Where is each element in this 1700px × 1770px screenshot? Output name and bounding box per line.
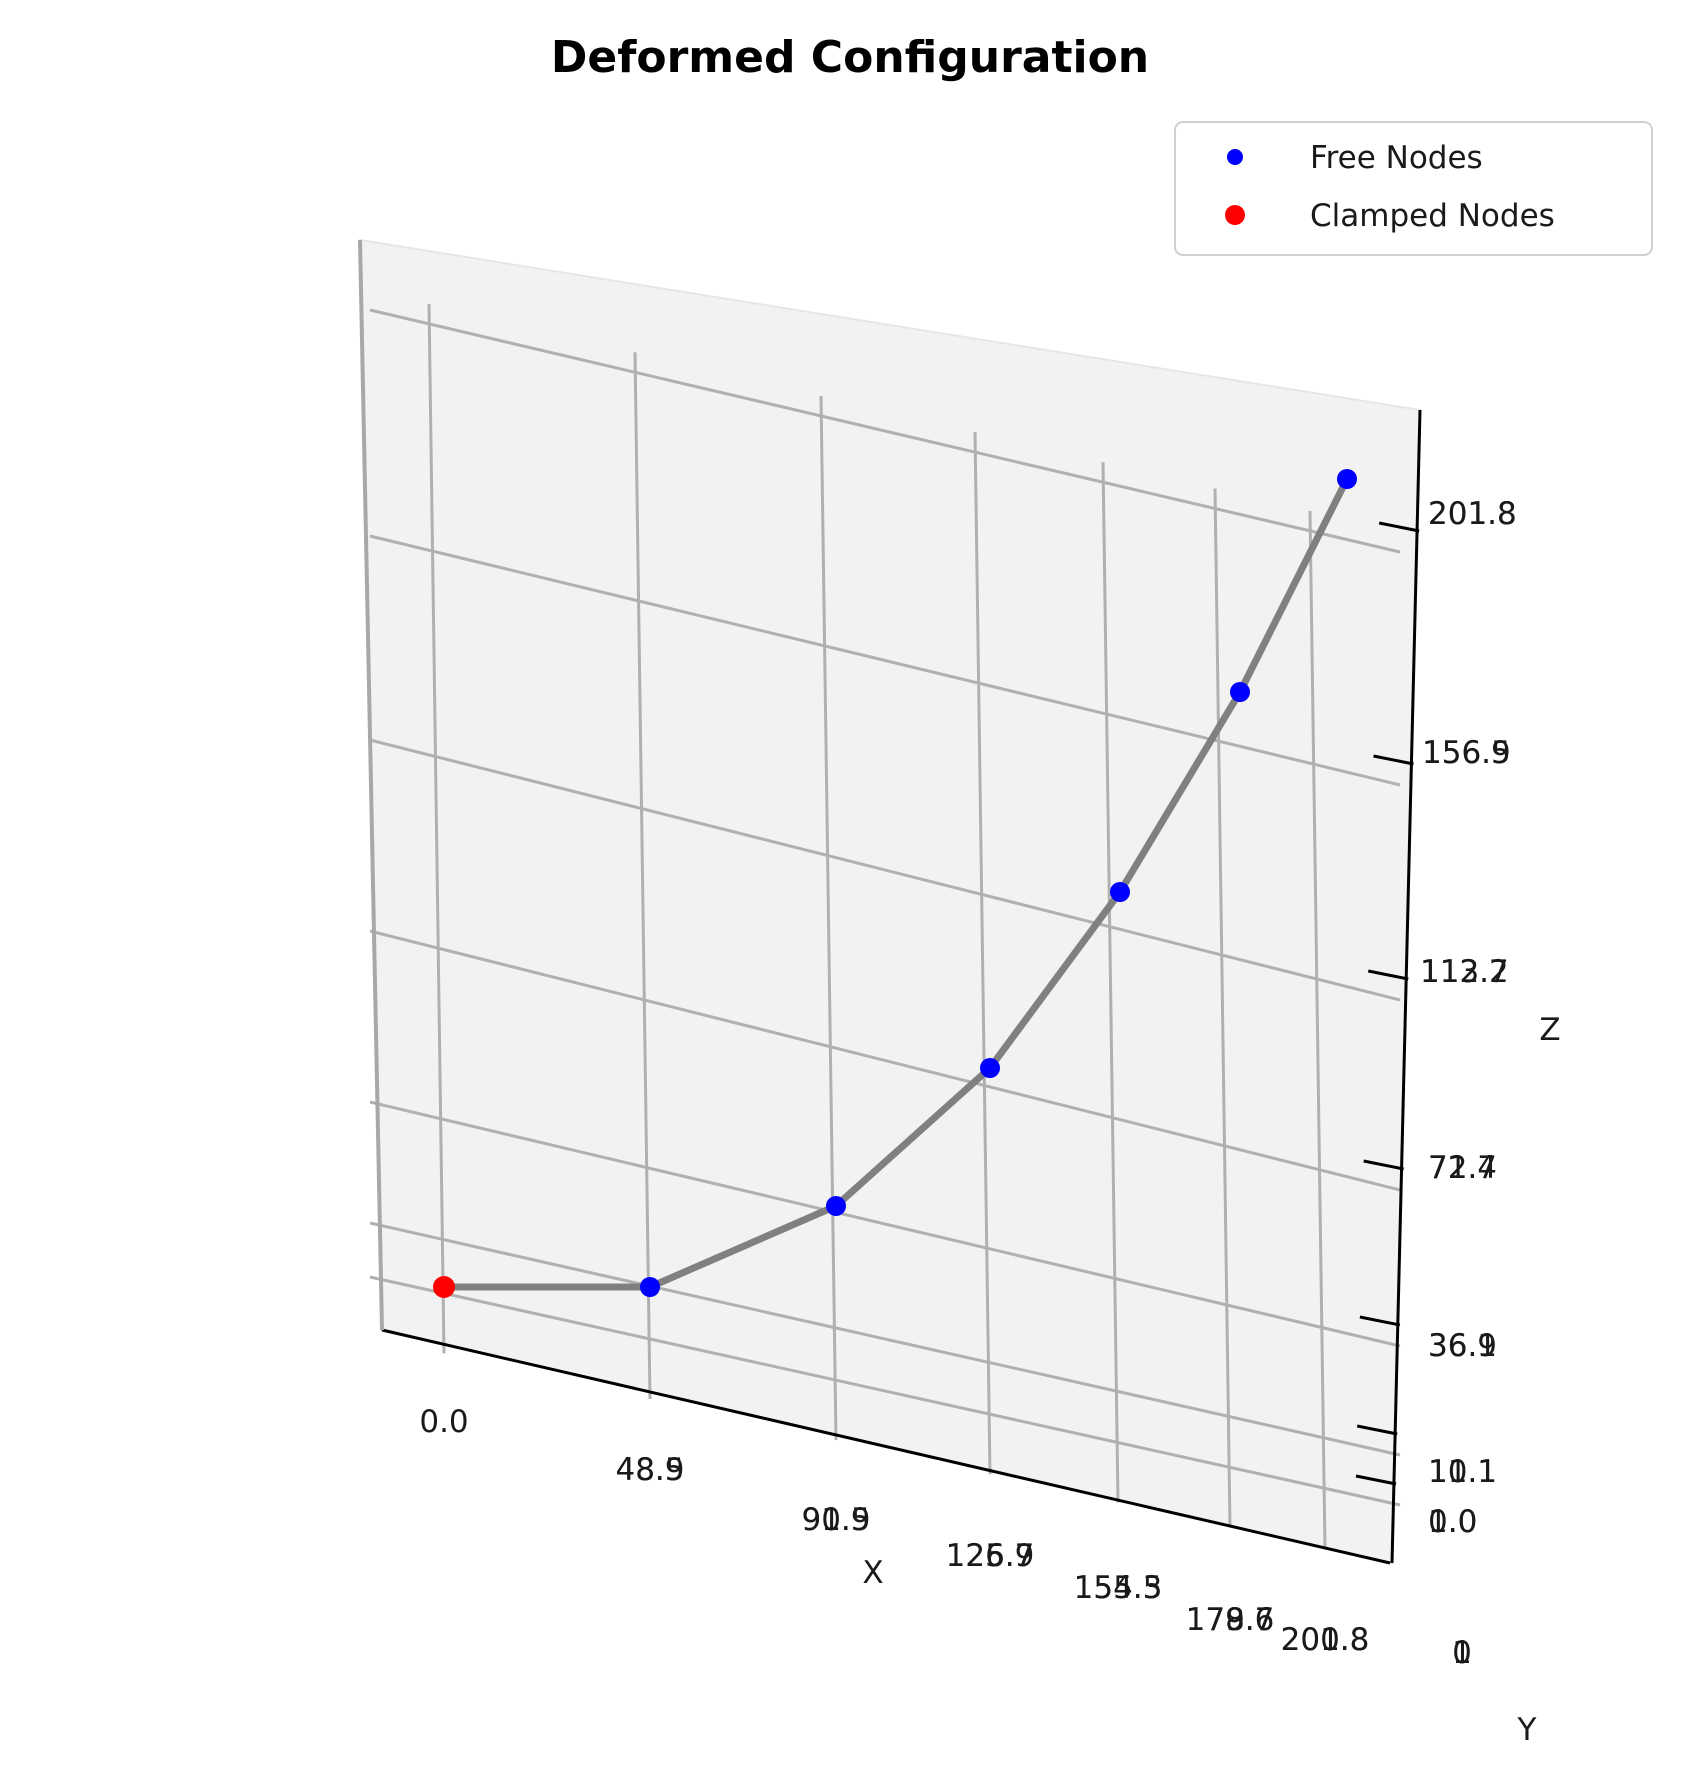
z-tick-label-0: 1.0 xyxy=(1428,1504,1477,1540)
legend-label-free: Free Nodes xyxy=(1310,140,1483,176)
z-axis-label: Z xyxy=(1539,1012,1560,1048)
z-tick-label-overlap-0: 0.0 xyxy=(1428,1504,1477,1540)
z-tick-label-2: 36.9 xyxy=(1428,1328,1497,1364)
gridline-x-0 xyxy=(427,303,446,1354)
x-tick-label-overlap-3: 125.9 xyxy=(946,1538,1035,1574)
grid xyxy=(369,303,1401,1549)
z-tick-label-overlap-1: 11.1 xyxy=(1428,1454,1497,1490)
z-axis-line xyxy=(1390,409,1422,1564)
z-tick-label-overlap-3: 72.4 xyxy=(1428,1150,1497,1186)
z-tick-label-overlap-2: 36.1 xyxy=(1428,1328,1497,1364)
z-tick-label-4: 113.7 xyxy=(1420,954,1509,990)
z-tick-label-overlap-5: 156.5 xyxy=(1422,735,1511,771)
gridline-x-6 xyxy=(1308,510,1327,1549)
x-tick-label-overlap-2: 91.5 xyxy=(801,1502,870,1538)
x-tick-label-overlap-6: 201.8 xyxy=(1281,1622,1370,1658)
x-tick-label-2: 90.9 xyxy=(801,1502,870,1538)
x-tick-label-5: 179.7 xyxy=(1186,1602,1275,1638)
x-tick-label-overlap-4: 155.5 xyxy=(1074,1570,1163,1606)
y-axis-label: Y xyxy=(1517,1712,1537,1748)
z-tick-label-overlap-6: 201.8 xyxy=(1428,496,1517,532)
gridline-z-1 xyxy=(369,1221,1401,1457)
x-tick-label-4: 154.3 xyxy=(1074,1570,1163,1606)
y-tick-label-0: 0 xyxy=(1452,1635,1472,1671)
z-tick-mark-1 xyxy=(1356,1424,1398,1436)
z-tick-label-6: 201.8 xyxy=(1428,496,1517,532)
clamped-node-0 xyxy=(433,1276,455,1298)
gridline-x-1 xyxy=(633,352,652,1400)
x-tick-label-6: 200.8 xyxy=(1281,1622,1370,1658)
x-tick-label-overlap-1: 48.9 xyxy=(615,1452,684,1488)
gridline-z-3 xyxy=(369,929,1401,1192)
data-points xyxy=(433,469,1357,1298)
free-node-2 xyxy=(980,1058,1000,1078)
gridline-x-5 xyxy=(1213,488,1232,1528)
z-tick-mark-0 xyxy=(1355,1474,1397,1486)
legend-box xyxy=(1174,121,1653,256)
x-tick-label-3: 126.7 xyxy=(946,1538,1035,1574)
legend-label-clamped: Clamped Nodes xyxy=(1310,198,1555,234)
axes xyxy=(358,239,1422,1565)
free-node-0 xyxy=(640,1277,660,1297)
x-axis-line xyxy=(381,1328,1391,1565)
z-tick-label-5: 156.9 xyxy=(1422,735,1511,771)
z-tick-label-overlap-4: 112.2 xyxy=(1420,954,1509,990)
x-tick-label-0: 0.0 xyxy=(419,1404,468,1440)
x-tick-label-overlap-5: 178.6 xyxy=(1186,1602,1275,1638)
legend-marker-clamped xyxy=(1225,205,1245,225)
legend-marker-free xyxy=(1227,149,1243,165)
gridline-z-0 xyxy=(369,1275,1401,1507)
z-tick-mark-3 xyxy=(1363,1159,1404,1171)
z-tick-label-1: 10.1 xyxy=(1428,1454,1497,1490)
gridline-x-4 xyxy=(1101,462,1120,1503)
pane-left-edge xyxy=(358,239,384,1331)
gridline-z-2 xyxy=(369,1100,1401,1348)
gridline-z-4 xyxy=(369,738,1401,1002)
x-axis-label: X xyxy=(862,1555,883,1591)
back-pane xyxy=(358,238,1422,1565)
chart-title: Deformed Configuration xyxy=(551,32,1149,83)
z-tick-mark-4 xyxy=(1367,969,1409,981)
free-node-5 xyxy=(1337,469,1357,489)
gridline-x-2 xyxy=(819,395,838,1441)
z-tick-label-3: 71.7 xyxy=(1428,1150,1497,1186)
x-tick-label-1: 48.5 xyxy=(615,1452,684,1488)
gridline-z-5 xyxy=(369,534,1401,787)
free-node-4 xyxy=(1230,682,1250,702)
gridline-x-3 xyxy=(973,432,992,1475)
free-node-3 xyxy=(1110,882,1130,902)
gridline-z-6 xyxy=(369,308,1401,554)
z-tick-mark-6 xyxy=(1378,521,1420,533)
y-tick-label-1: 1 xyxy=(1452,1635,1472,1671)
z-tick-mark-5 xyxy=(1373,754,1414,766)
z-tick-mark-2 xyxy=(1359,1315,1401,1327)
legend: Free Nodes Clamped Nodes xyxy=(1174,121,1653,256)
free-node-1 xyxy=(826,1196,846,1216)
